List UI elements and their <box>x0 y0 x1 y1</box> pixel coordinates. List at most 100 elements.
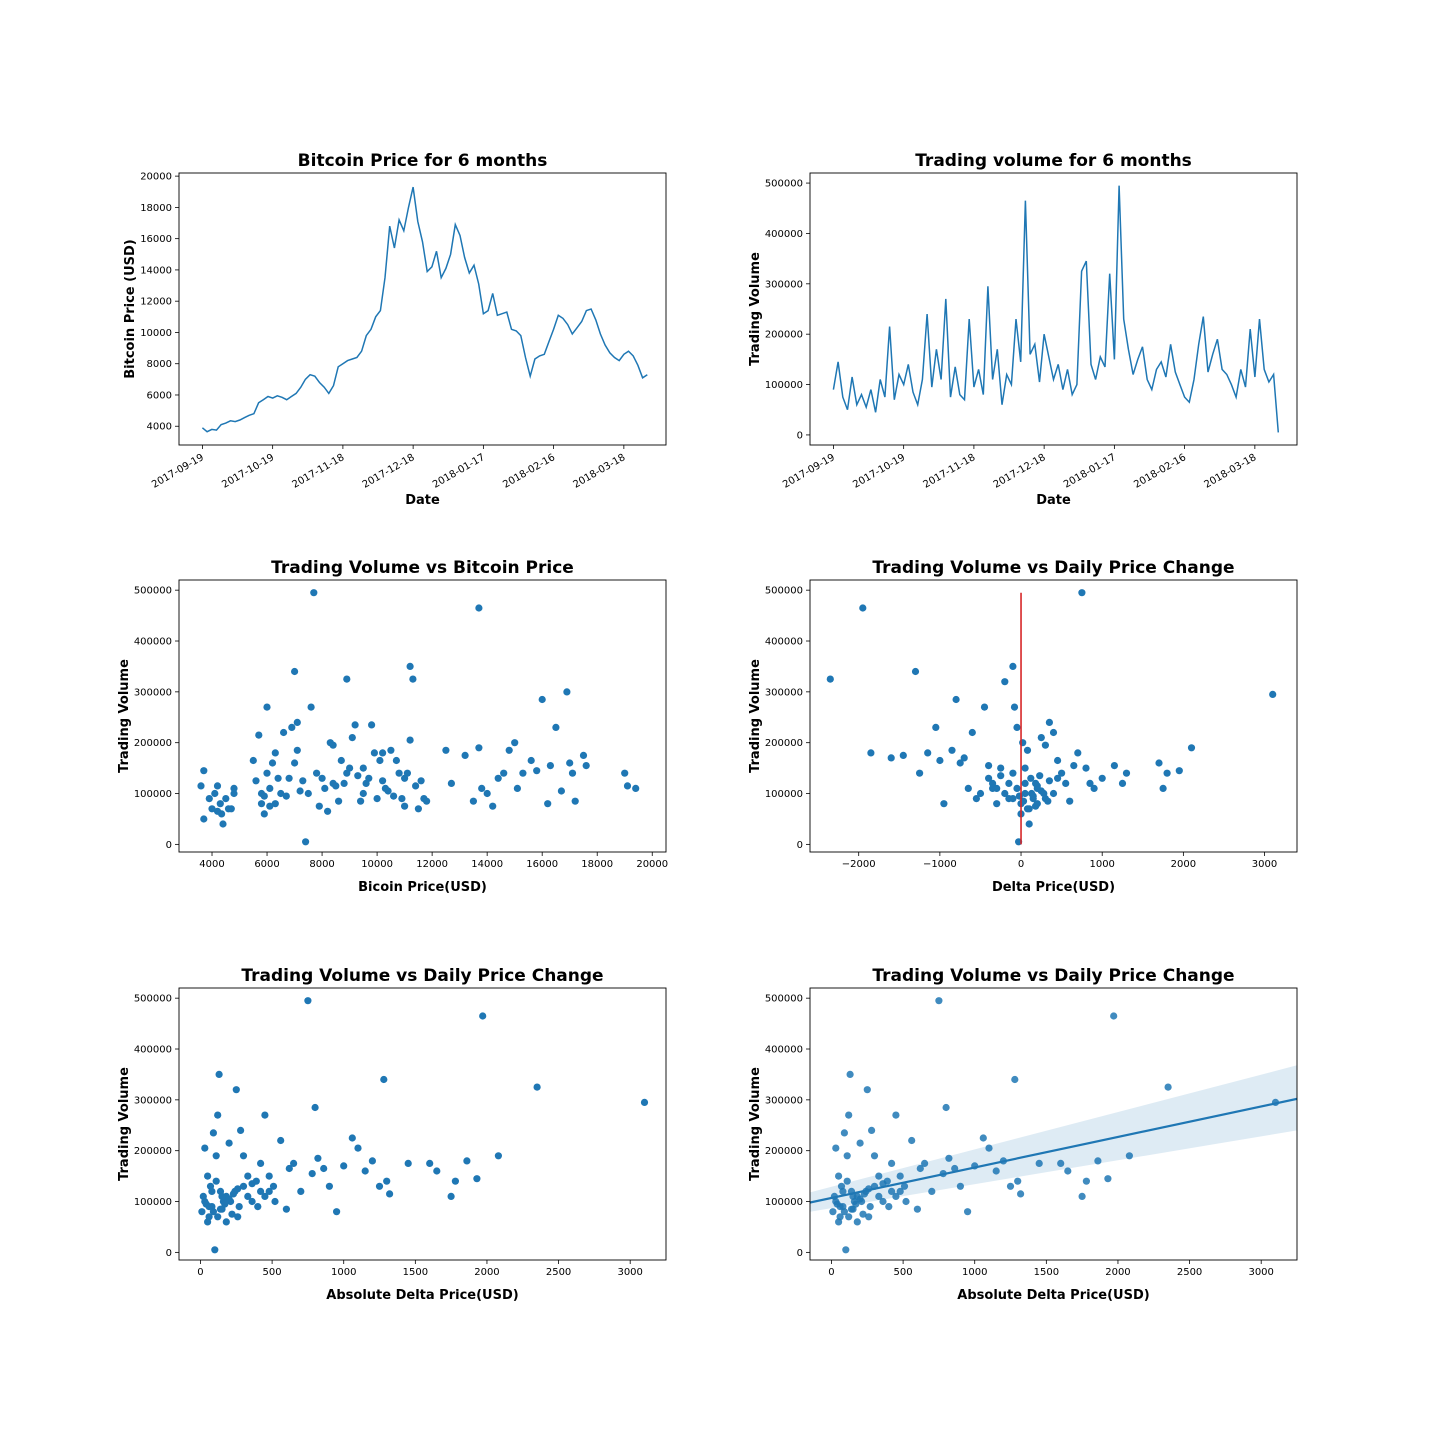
data-point <box>623 782 632 790</box>
data-point <box>859 1210 867 1218</box>
data-point <box>451 1177 459 1185</box>
chart-title: Trading Volume vs Bitcoin Price <box>271 558 574 578</box>
data-point <box>475 604 483 612</box>
data-point <box>406 736 414 744</box>
data-point <box>989 784 997 793</box>
x-axis-label: Date <box>1036 493 1071 508</box>
chart-vol_vs_delta: −2000 −1000 0 1000 2000 3000 0 100000 200000 3000… <box>748 558 1298 895</box>
plot-area <box>826 589 1277 846</box>
data-point <box>1062 779 1070 788</box>
x-tick-label: 2018-02-16 <box>1132 452 1188 491</box>
y-tick-label: 10000 <box>140 328 172 339</box>
data-point <box>579 751 588 760</box>
y-tick-label: 0 <box>797 430 803 441</box>
y-axis-label: Bitcoin Price (USD) <box>123 239 138 379</box>
data-point <box>1036 772 1044 780</box>
y-tick-label: 300000 <box>765 279 803 290</box>
data-point <box>277 789 285 798</box>
data-point <box>1001 678 1009 686</box>
data-point <box>302 838 310 846</box>
chart-title: Bitcoin Price for 6 months <box>298 151 548 171</box>
data-point <box>1025 820 1033 828</box>
data-point <box>257 1187 265 1195</box>
data-point <box>442 746 450 754</box>
data-point <box>230 784 238 793</box>
data-point <box>417 777 425 785</box>
data-point <box>835 1172 843 1180</box>
data-point <box>1070 762 1078 770</box>
data-point <box>1082 764 1090 772</box>
data-point <box>875 1172 883 1180</box>
data-point <box>940 800 948 808</box>
data-point <box>900 1182 909 1190</box>
data-point <box>282 1205 290 1213</box>
chart-title: Trading Volume vs Daily Price Change <box>872 966 1234 986</box>
data-point <box>239 1182 248 1190</box>
x-tick-label: 14000 <box>471 859 503 870</box>
data-point <box>234 1213 242 1221</box>
y-tick-label: 0 <box>166 1248 172 1259</box>
data-point <box>463 1157 471 1165</box>
x-tick-label: 12000 <box>416 859 448 870</box>
data-point <box>433 1167 441 1175</box>
data-point <box>1013 784 1021 793</box>
x-tick-label: 500 <box>894 1267 913 1278</box>
data-point <box>216 800 224 808</box>
data-point <box>318 774 326 782</box>
data-point <box>1078 1192 1086 1200</box>
data-point <box>263 703 271 711</box>
data-point <box>924 749 932 757</box>
x-tick-label: 2017-12-18 <box>992 452 1048 491</box>
data-point <box>293 718 301 727</box>
y-tick-label: 0 <box>797 840 803 851</box>
data-point <box>840 1208 849 1216</box>
data-point <box>348 1134 356 1142</box>
y-tick-label: 500000 <box>765 994 803 1005</box>
data-point <box>426 1159 434 1167</box>
data-point <box>219 820 227 828</box>
data-point <box>380 1075 388 1084</box>
y-tick-label: 0 <box>797 1248 803 1259</box>
data-point <box>1001 789 1009 798</box>
data-point <box>308 1170 316 1178</box>
data-point <box>1045 718 1053 727</box>
data-point <box>960 754 968 762</box>
x-tick-label: 2018-03-18 <box>1203 452 1259 491</box>
plot-area <box>832 185 1280 433</box>
plot-area <box>810 997 1297 1254</box>
data-point <box>475 744 483 752</box>
x-tick-label: 1000 <box>331 1267 356 1278</box>
x-axis-label: Absolute Delta Price(USD) <box>326 1288 518 1303</box>
x-tick-label: 0 <box>1018 859 1024 870</box>
data-point <box>1098 774 1106 782</box>
data-point <box>229 1190 237 1198</box>
data-point <box>478 784 486 793</box>
data-point <box>384 787 392 795</box>
y-tick-label: 200000 <box>765 330 803 341</box>
data-point <box>1074 749 1082 757</box>
data-point <box>887 754 895 762</box>
data-point <box>257 1159 265 1167</box>
x-tick-label: −2000 <box>842 859 876 870</box>
data-point <box>271 1197 279 1206</box>
data-point <box>964 784 972 793</box>
data-point <box>379 749 387 757</box>
data-point <box>414 805 422 813</box>
data-point <box>224 805 233 813</box>
data-point <box>257 800 266 808</box>
data-point <box>1006 1182 1015 1190</box>
y-tick-label: 300000 <box>134 687 172 698</box>
y-tick-label: 0 <box>166 840 172 851</box>
data-point <box>291 667 299 676</box>
data-point <box>845 1213 853 1221</box>
data-point <box>546 762 555 770</box>
data-point <box>1021 779 1029 788</box>
data-point <box>846 1070 854 1078</box>
x-tick-label: 2018-01-17 <box>1062 452 1118 491</box>
data-point <box>936 756 944 765</box>
data-point <box>1005 779 1013 788</box>
data-point <box>235 1203 243 1211</box>
data-point <box>209 1208 217 1216</box>
data-point <box>321 784 329 793</box>
data-point <box>1066 797 1074 805</box>
